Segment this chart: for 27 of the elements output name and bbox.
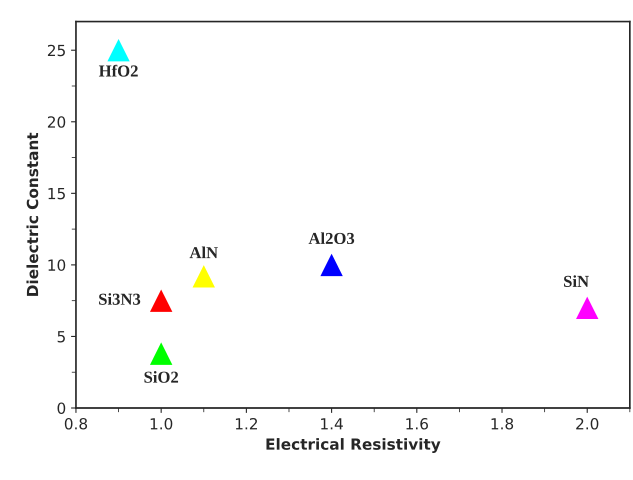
x-tick-label: 1.2 xyxy=(236,418,257,430)
x-axis-title: Electrical Resistivity xyxy=(266,438,440,453)
x-tick-label: 1.0 xyxy=(150,418,172,430)
x-tick-label: 2.0 xyxy=(576,418,598,430)
annotation: AlN xyxy=(190,246,218,258)
annotation: SiN xyxy=(564,275,589,287)
point xyxy=(320,254,343,276)
annotation: SiO2 xyxy=(144,371,178,383)
point xyxy=(150,289,172,312)
x-tick-label: 1.6 xyxy=(406,418,428,430)
point xyxy=(576,296,598,320)
x-tick-label: 1.4 xyxy=(321,418,343,430)
y-tick-label: 10 xyxy=(48,259,66,271)
y-tick-label: 20 xyxy=(48,116,66,128)
annotation: Si3N3 xyxy=(99,293,140,305)
x-tick-label: 1.8 xyxy=(492,418,514,430)
y-axis-title: Dielectric Constant xyxy=(26,132,38,296)
y-tick-label: 0 xyxy=(58,402,66,414)
y-tick-label: 15 xyxy=(48,188,65,200)
x-tick-label: 0.8 xyxy=(64,418,88,430)
y-tick-label: 25 xyxy=(48,44,65,56)
annotation: Al2O3 xyxy=(308,232,354,244)
point xyxy=(192,265,215,288)
point xyxy=(150,342,172,365)
point xyxy=(107,39,130,62)
annotation: HfO2 xyxy=(98,64,138,77)
y-tick-label: 5 xyxy=(58,331,65,342)
